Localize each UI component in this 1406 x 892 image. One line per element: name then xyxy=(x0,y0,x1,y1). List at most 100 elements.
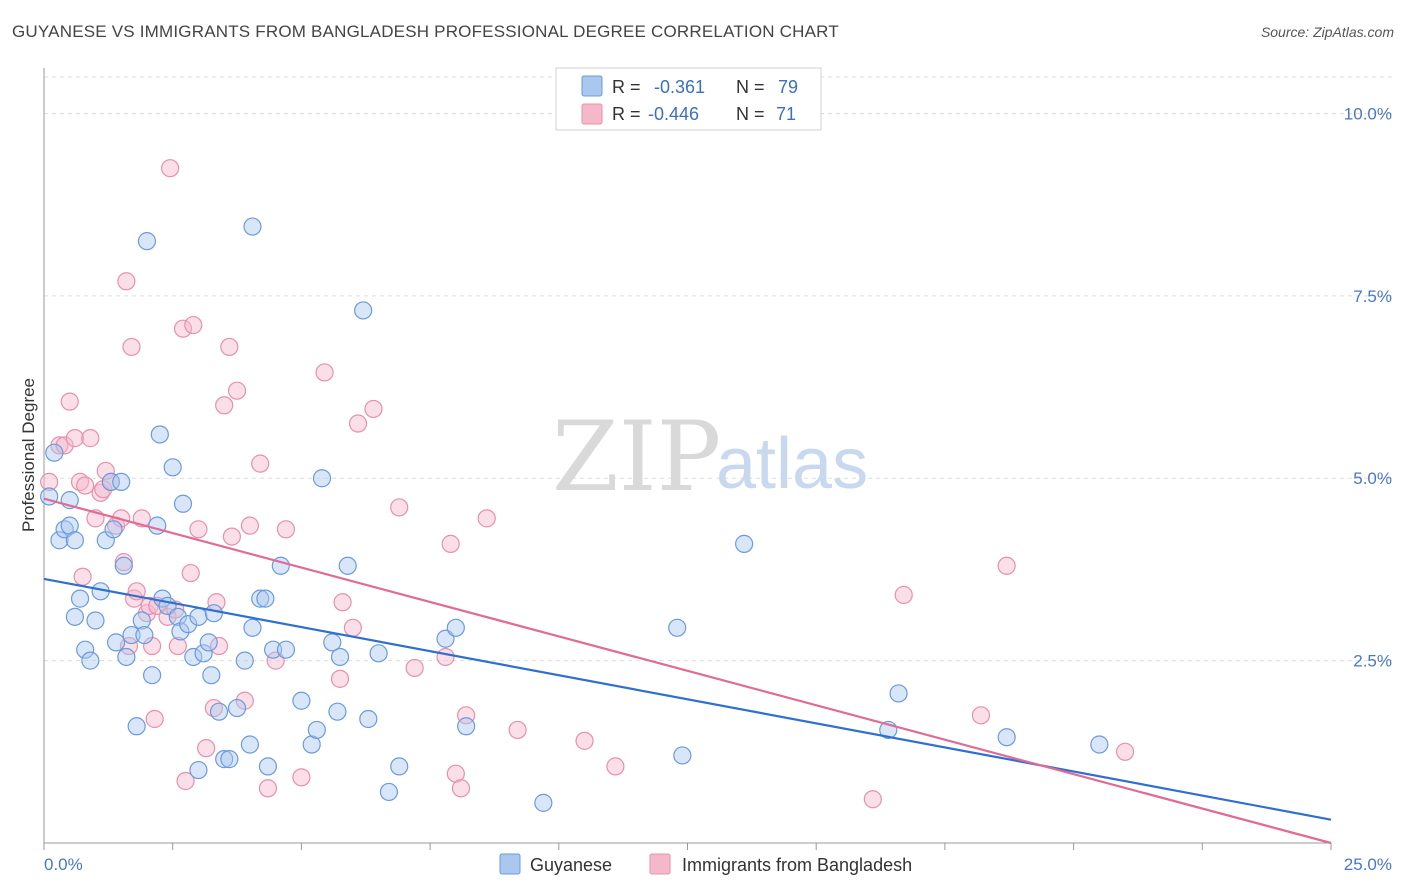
legend-swatch-bangladesh-bottom xyxy=(649,853,671,875)
data-point xyxy=(143,666,162,685)
data-point xyxy=(117,272,136,291)
data-point xyxy=(171,622,190,641)
data-point xyxy=(112,472,131,491)
data-point xyxy=(209,636,229,656)
data-point xyxy=(256,589,275,608)
y-tick-label: 5.0% xyxy=(1353,469,1392,488)
data-point xyxy=(179,615,198,634)
data-point xyxy=(215,750,234,769)
data-point xyxy=(50,531,69,550)
data-point xyxy=(258,779,278,798)
data-point xyxy=(114,556,133,575)
data-point xyxy=(997,556,1016,575)
data-point xyxy=(161,159,180,178)
legend-r-value-1: -0.361 xyxy=(654,77,705,97)
data-point xyxy=(168,636,187,656)
data-point xyxy=(117,647,136,667)
data-point xyxy=(222,527,242,546)
data-point xyxy=(73,567,92,586)
data-point xyxy=(894,585,913,605)
data-point xyxy=(202,666,221,685)
watermark: ZIP atlas xyxy=(552,401,868,513)
trend-lines xyxy=(43,497,1332,845)
axes xyxy=(43,68,1332,850)
data-point xyxy=(227,381,247,400)
data-point xyxy=(477,509,496,528)
data-point xyxy=(889,684,908,703)
data-point xyxy=(441,534,460,553)
source-label: Source: ZipAtlas.com xyxy=(1260,24,1394,40)
data-point xyxy=(606,757,625,776)
data-point xyxy=(76,640,95,659)
data-point xyxy=(292,691,311,710)
data-point xyxy=(127,717,146,736)
data-point xyxy=(1115,742,1135,761)
watermark-zip: ZIP xyxy=(552,401,721,513)
data-point xyxy=(209,702,229,721)
y-tick-labels: 2.5% 5.0% 7.5% 10.0% xyxy=(1344,104,1392,670)
data-point xyxy=(240,516,260,535)
legend-n-label-1: N = xyxy=(736,77,765,97)
data-point xyxy=(197,739,216,758)
data-point xyxy=(333,593,352,612)
trend-line-bangladesh xyxy=(43,497,1332,845)
data-point xyxy=(86,611,105,630)
chart-title: GUYANESE VS IMMIGRANTS FROM BANGLADESH P… xyxy=(12,22,839,41)
legend-swatch-guyanese xyxy=(581,75,603,97)
data-point xyxy=(184,315,203,335)
data-point xyxy=(204,604,223,623)
y-axis-title: Professional Degree xyxy=(19,378,38,532)
data-point xyxy=(76,476,95,495)
legend-n-value-2: 71 xyxy=(776,104,796,124)
y-tick-label: 2.5% xyxy=(1353,652,1392,671)
data-point xyxy=(330,669,350,688)
x-tick-labels: 0.0% 25.0% xyxy=(44,855,1392,874)
data-point xyxy=(60,392,79,411)
data-point xyxy=(312,469,332,488)
data-point xyxy=(243,217,262,236)
data-point xyxy=(220,750,239,769)
data-point xyxy=(359,709,378,729)
data-point xyxy=(369,644,388,663)
data-point xyxy=(446,618,465,637)
data-point xyxy=(354,301,373,320)
data-point xyxy=(65,531,84,550)
data-point xyxy=(189,760,208,780)
series-guyanese-points xyxy=(40,217,1109,812)
data-point xyxy=(328,702,347,721)
y-tick-label: 10.0% xyxy=(1344,104,1392,123)
series-legend: Guyanese Immigrants from Bangladesh xyxy=(499,853,912,875)
data-point xyxy=(315,363,334,382)
data-point xyxy=(199,633,218,652)
data-point xyxy=(81,651,100,670)
data-point xyxy=(235,651,254,670)
data-point xyxy=(173,494,193,513)
data-point xyxy=(240,735,260,754)
data-point xyxy=(258,757,278,776)
data-point xyxy=(173,319,193,338)
data-point xyxy=(65,607,84,626)
data-point xyxy=(135,625,154,645)
data-point xyxy=(101,472,121,491)
data-point xyxy=(194,644,213,663)
data-point xyxy=(307,720,326,740)
data-point xyxy=(668,618,687,637)
legend-swatch-bangladesh xyxy=(581,103,603,125)
legend-n-label-2: N = xyxy=(736,104,765,124)
data-point xyxy=(81,429,100,448)
trend-line-guyanese xyxy=(43,577,1332,821)
data-point xyxy=(189,607,208,626)
data-point xyxy=(150,425,169,444)
grid-lines xyxy=(44,76,1392,662)
data-point xyxy=(390,498,409,517)
data-point xyxy=(122,625,141,645)
x-tick-label-max: 25.0% xyxy=(1344,855,1392,874)
data-point xyxy=(45,443,64,462)
data-point xyxy=(673,746,692,765)
data-point xyxy=(405,658,424,678)
stats-legend: R = -0.361 N = 79 R = -0.446 N = 71 xyxy=(555,67,822,131)
data-point xyxy=(189,520,208,539)
data-point xyxy=(163,458,182,477)
data-point xyxy=(145,709,164,729)
data-point xyxy=(338,556,357,575)
